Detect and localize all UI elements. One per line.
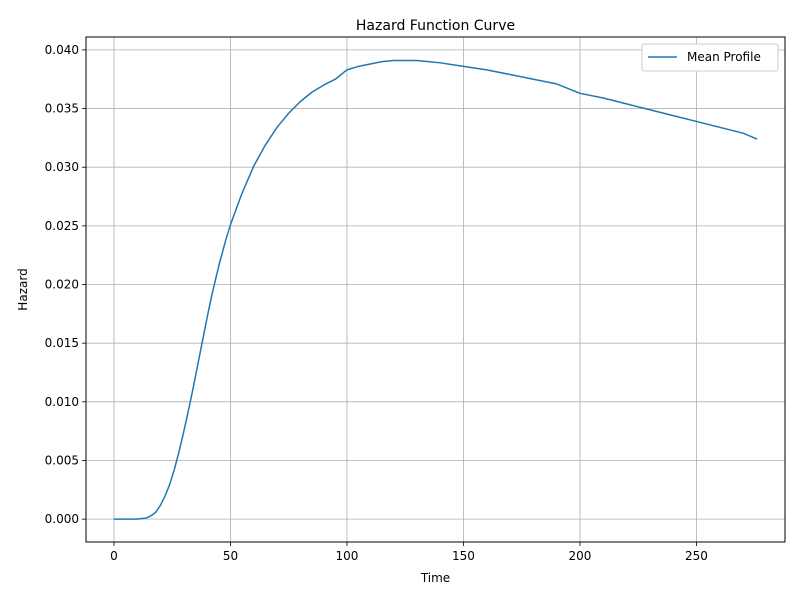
plot-frame — [85, 36, 786, 543]
x-axis-title: Time — [420, 571, 450, 585]
series-line-mean-profile — [113, 59, 758, 520]
x-tick-label: 200 — [569, 549, 592, 563]
y-tick-label: 0.015 — [45, 336, 79, 350]
legend-box — [641, 43, 779, 72]
y-tick-label: 0.020 — [45, 278, 79, 292]
y-tick-label: 0.010 — [45, 395, 79, 409]
y-tick-label: 0.000 — [45, 512, 79, 526]
y-axis-ticks: 0.000 0.005 0.010 0.015 0.020 0.025 0.030 0.035… — [45, 43, 86, 526]
y-axis-title: Hazard — [16, 268, 30, 310]
x-tick-label: 100 — [336, 549, 359, 563]
series-layer — [113, 59, 758, 520]
y-tick-label: 0.035 — [45, 102, 79, 116]
x-tick-label: 0 — [110, 549, 118, 563]
x-tick-label: 50 — [223, 549, 238, 563]
legend-label-mean-profile: Mean Profile — [687, 50, 761, 64]
y-tick-label: 0.005 — [45, 453, 79, 467]
y-tick-label: 0.025 — [45, 219, 79, 233]
x-axis-ticks: 0 50 100 150 200 250 — [110, 542, 708, 563]
grid — [86, 37, 785, 542]
x-tick-label: 150 — [452, 549, 475, 563]
y-tick-label: 0.030 — [45, 160, 79, 174]
y-tick-label: 0.040 — [45, 43, 79, 57]
legend: Mean Profile — [641, 43, 779, 72]
chart-title: Hazard Function Curve — [356, 18, 515, 34]
plot-area — [86, 37, 785, 542]
x-tick-label: 250 — [685, 549, 708, 563]
